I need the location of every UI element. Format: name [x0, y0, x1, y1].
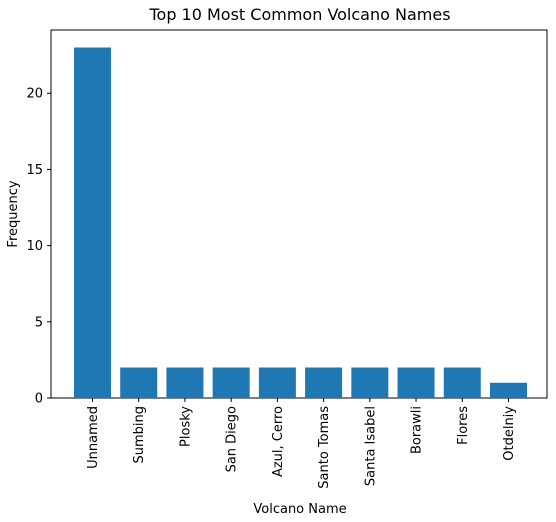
- x-tick-label: Borawli: [410, 406, 425, 454]
- bar-borawli: [397, 367, 435, 398]
- x-tick-label: Santo Tomas: [317, 406, 332, 489]
- bar-santa-isabel: [351, 367, 389, 398]
- y-tick-label: 15: [26, 163, 43, 178]
- x-tick-label: Sumbing: [132, 406, 147, 464]
- chart-title: Top 10 Most Common Volcano Names: [148, 5, 450, 24]
- y-tick-label: 10: [26, 239, 43, 254]
- x-axis: Unnamed Sumbing Plosky San Diego Azul, Cerro…: [86, 398, 517, 489]
- x-tick-label: Unnamed: [86, 406, 101, 469]
- bar-sumbing: [120, 367, 158, 398]
- bar-otdelniy: [489, 382, 527, 398]
- x-tick-label: Otdelniy: [502, 406, 517, 461]
- x-tick-label: Santa Isabel: [363, 406, 378, 486]
- bar-unnamed: [74, 47, 111, 399]
- plot-frame: [50, 29, 548, 399]
- bars-group: [74, 47, 527, 399]
- x-tick-label: San Diego: [225, 406, 240, 472]
- y-tick-label: 0: [35, 392, 43, 407]
- bar-plosky: [166, 367, 204, 398]
- bar-azul-cerro: [258, 367, 296, 398]
- bar-san-diego: [212, 367, 250, 398]
- bar-santo-tomas: [305, 367, 343, 398]
- y-axis: 0 5 10 15 20: [26, 87, 51, 407]
- x-tick-label: Flores: [456, 406, 471, 445]
- y-tick-label: 20: [26, 87, 43, 102]
- x-axis-label: Volcano Name: [253, 502, 346, 517]
- x-tick-label: Azul, Cerro: [271, 406, 286, 477]
- y-axis-label: Frequency: [6, 180, 21, 247]
- y-tick-label: 5: [35, 315, 43, 330]
- bar-flores: [443, 367, 481, 398]
- x-tick-label: Plosky: [178, 406, 193, 447]
- plot-area: [50, 29, 548, 399]
